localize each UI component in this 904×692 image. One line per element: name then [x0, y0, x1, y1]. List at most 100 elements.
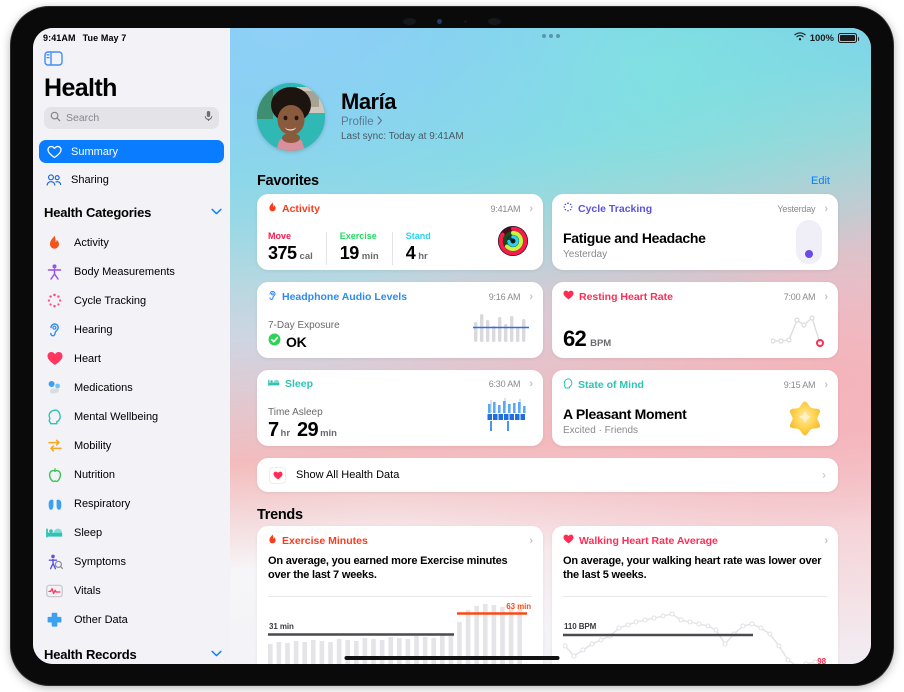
sidebar-item-label: Body Measurements [74, 265, 175, 278]
chevron-right-icon[interactable]: › [529, 203, 533, 215]
cycle-dot-icon [805, 250, 813, 258]
card-headphone-audio-levels[interactable]: Headphone Audio Levels 9:16 AM › 7-Day E… [257, 282, 543, 358]
trends-title: Trends [257, 507, 303, 523]
sleep-hours-value: 7 [268, 419, 279, 441]
sidebar-item-medications[interactable]: Medications [46, 377, 224, 398]
sidebar-item-label: Activity [74, 236, 109, 249]
card-cycle-tracking[interactable]: Cycle Tracking Yesterday › Fatigue and H… [552, 194, 838, 270]
apple-icon [46, 466, 63, 483]
cycle-icon [46, 292, 63, 309]
chevron-right-icon[interactable]: › [822, 468, 826, 482]
sidebar-item-symptoms[interactable]: Symptoms [46, 551, 224, 572]
sidebar-item-summary[interactable]: Summary [39, 140, 224, 163]
sidebar-item-label: Mental Wellbeing [74, 410, 159, 423]
sleep-hours-unit: hr [280, 428, 291, 439]
sidebar-item-other-data[interactable]: Other Data [46, 609, 224, 630]
metric-label: Exercise [339, 231, 377, 241]
camera-sensor-icon [437, 18, 443, 24]
card-timestamp: 9:16 AM [488, 292, 521, 302]
home-indicator[interactable] [344, 656, 560, 660]
chevron-down-icon[interactable] [211, 207, 222, 218]
chevron-right-icon[interactable]: › [824, 379, 828, 391]
card-caption: Time Asleep [268, 407, 323, 418]
health-categories-label: Health Categories [44, 205, 152, 220]
camera-lens-secondary-icon [488, 17, 502, 25]
card-title: State of Mind [578, 379, 644, 391]
walking-heart-rate-chart [563, 611, 818, 664]
metric-label: Stand [405, 231, 431, 241]
chevron-right-icon[interactable]: › [824, 290, 828, 303]
card-sleep[interactable]: Sleep 6:30 AM › Time Asleep 7 hr 29 min [257, 370, 543, 446]
show-all-health-data-row[interactable]: Show All Health Data › [257, 458, 838, 492]
status-date: Tue May 7 [82, 33, 127, 43]
edit-favorites-button[interactable]: Edit [811, 175, 830, 187]
front-camera-notch [392, 16, 512, 26]
card-state-of-mind[interactable]: State of Mind 9:15 AM › A Pleasant Momen… [552, 370, 838, 446]
chevron-down-icon[interactable] [211, 649, 222, 660]
exercise-minutes-chart [268, 604, 527, 664]
sidebar-item-body-measurements[interactable]: Body Measurements [46, 261, 224, 282]
headphone-icon [268, 290, 277, 304]
multitasking-handle[interactable] [541, 34, 560, 38]
bed-icon [46, 524, 63, 541]
trend-body: On average, you earned more Exercise min… [268, 555, 508, 581]
people-icon [46, 172, 62, 188]
card-title: Resting Heart Rate [579, 290, 673, 303]
chevron-right-icon[interactable]: › [824, 534, 828, 547]
metric-unit: BPM [590, 338, 612, 349]
show-all-label: Show All Health Data [296, 469, 400, 481]
card-headline: Fatigue and Headache [563, 230, 706, 246]
card-title: Exercise Minutes [282, 535, 368, 547]
head-icon [46, 408, 63, 425]
ear-icon [46, 321, 63, 338]
camera-lens-icon [402, 17, 416, 25]
health-records-header[interactable]: Health Records [44, 647, 222, 662]
card-caption: 7-Day Exposure [268, 320, 340, 331]
chevron-right-icon[interactable]: › [529, 291, 533, 303]
profile-link-label: Profile [341, 116, 374, 128]
sidebar-item-vitals[interactable]: Vitals [46, 580, 224, 601]
avatar[interactable] [257, 83, 325, 151]
chevron-right-icon[interactable]: › [529, 535, 533, 547]
card-activity[interactable]: Activity 9:41AM › Move 375 cal Exercise [257, 194, 543, 270]
sidebar-item-mental-wellbeing[interactable]: Mental Wellbeing [46, 406, 224, 427]
sidebar-item-heart[interactable]: Heart [46, 348, 224, 369]
sidebar-item-sleep[interactable]: Sleep [46, 522, 224, 543]
sidebar-item-sharing[interactable]: Sharing [39, 168, 224, 191]
chevron-right-icon[interactable]: › [529, 378, 533, 390]
cycle-icon [563, 202, 573, 215]
plus-cross-icon [46, 611, 63, 628]
sidebar-item-respiratory[interactable]: Respiratory [46, 493, 224, 514]
flame-icon [268, 202, 277, 216]
profile-link[interactable]: Profile [341, 116, 464, 128]
card-resting-heart-rate[interactable]: Resting Heart Rate 7:00 AM › 62 BPM [552, 282, 838, 358]
card-title: Headphone Audio Levels [282, 291, 408, 303]
heart-icon [46, 350, 63, 367]
sidebar-item-activity[interactable]: Activity [46, 232, 224, 253]
search-input[interactable]: Search [44, 107, 219, 129]
sidebar-item-cycle-tracking[interactable]: Cycle Tracking [46, 290, 224, 311]
microphone-icon[interactable] [204, 109, 213, 127]
wifi-icon [793, 32, 806, 44]
heart-icon [563, 290, 574, 303]
card-title: Cycle Tracking [578, 202, 653, 215]
highlight-label: 63 min [506, 602, 531, 611]
sidebar-item-nutrition[interactable]: Nutrition [46, 464, 224, 485]
mobility-icon [46, 437, 63, 454]
sidebar-item-hearing[interactable]: Hearing [46, 319, 224, 340]
card-trend-exercise-minutes[interactable]: Exercise Minutes › On average, you earne… [257, 526, 543, 664]
sidebar-item-mobility[interactable]: Mobility [46, 435, 224, 456]
health-categories-header[interactable]: Health Categories [44, 205, 222, 220]
activity-rings-icon [497, 225, 529, 262]
card-subtitle: Excited · Friends [563, 425, 639, 436]
card-trend-walking-heart-rate[interactable]: Walking Heart Rate Average › On average,… [552, 526, 838, 664]
metric-value: 19 [339, 243, 360, 263]
profile-section[interactable]: María Profile Last sync: Today at 9:41AM [257, 83, 464, 151]
battery-percent-label: 100% [809, 32, 834, 44]
search-icon [50, 109, 61, 127]
sleep-stages-chart [485, 398, 529, 441]
chevron-right-icon[interactable]: › [824, 202, 828, 215]
sleep-minutes-value: 29 [297, 419, 319, 441]
sidebar-toggle-icon[interactable] [44, 51, 63, 66]
last-sync-label: Last sync: Today at 9:41AM [341, 131, 464, 142]
